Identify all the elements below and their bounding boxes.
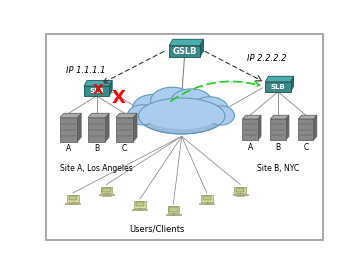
Polygon shape [133,113,137,141]
FancyBboxPatch shape [270,119,285,140]
Polygon shape [109,80,112,96]
Polygon shape [77,113,81,141]
Polygon shape [242,115,261,119]
FancyBboxPatch shape [84,86,109,96]
Ellipse shape [128,105,158,125]
FancyBboxPatch shape [65,203,81,204]
Polygon shape [60,113,81,118]
Text: IP 1.1.1.1: IP 1.1.1.1 [66,66,105,75]
FancyBboxPatch shape [169,207,177,212]
FancyBboxPatch shape [69,196,77,200]
Ellipse shape [142,98,222,129]
FancyBboxPatch shape [134,201,146,208]
Ellipse shape [133,94,174,121]
FancyBboxPatch shape [199,203,215,204]
Text: IP 2.2.2.2: IP 2.2.2.2 [247,54,287,63]
FancyBboxPatch shape [60,118,77,141]
FancyBboxPatch shape [166,214,181,215]
FancyBboxPatch shape [265,82,291,92]
Polygon shape [169,39,203,46]
FancyBboxPatch shape [116,118,133,141]
Polygon shape [200,39,203,57]
FancyBboxPatch shape [203,196,211,200]
Text: Site A, Los Angeles: Site A, Los Angeles [60,164,133,173]
Polygon shape [314,115,317,140]
Text: Users/Clients: Users/Clients [129,224,184,233]
FancyBboxPatch shape [298,119,314,140]
FancyBboxPatch shape [100,186,112,193]
FancyBboxPatch shape [99,194,114,195]
FancyBboxPatch shape [236,188,244,192]
FancyBboxPatch shape [234,186,246,193]
Text: GSLB: GSLB [172,47,197,56]
FancyBboxPatch shape [233,194,248,195]
Polygon shape [265,76,293,82]
Text: X: X [112,89,126,107]
FancyBboxPatch shape [236,195,244,196]
FancyBboxPatch shape [242,119,258,140]
Text: SLB: SLB [89,88,104,94]
Text: X: X [93,83,103,97]
Ellipse shape [207,106,234,125]
Text: A: A [66,144,71,153]
Text: C: C [122,144,127,153]
Text: SLB: SLB [271,84,285,90]
FancyBboxPatch shape [201,195,213,202]
Text: B: B [275,143,280,151]
Polygon shape [258,115,261,140]
FancyBboxPatch shape [136,202,144,206]
Ellipse shape [150,87,194,115]
Polygon shape [298,115,317,119]
Polygon shape [116,113,137,118]
Text: A: A [247,143,253,151]
Ellipse shape [192,97,228,121]
FancyBboxPatch shape [67,195,79,202]
Text: Site B, NYC: Site B, NYC [257,164,299,173]
FancyBboxPatch shape [169,46,200,57]
Polygon shape [105,113,109,141]
FancyBboxPatch shape [88,118,105,141]
Text: B: B [94,144,99,153]
FancyBboxPatch shape [132,209,148,210]
Polygon shape [285,115,289,140]
Polygon shape [291,76,293,92]
Polygon shape [270,115,289,119]
Ellipse shape [171,89,212,115]
Polygon shape [84,80,112,86]
FancyBboxPatch shape [167,207,179,213]
FancyBboxPatch shape [102,188,111,192]
Ellipse shape [139,98,225,134]
Polygon shape [88,113,109,118]
FancyBboxPatch shape [102,195,111,196]
Text: C: C [303,143,309,151]
